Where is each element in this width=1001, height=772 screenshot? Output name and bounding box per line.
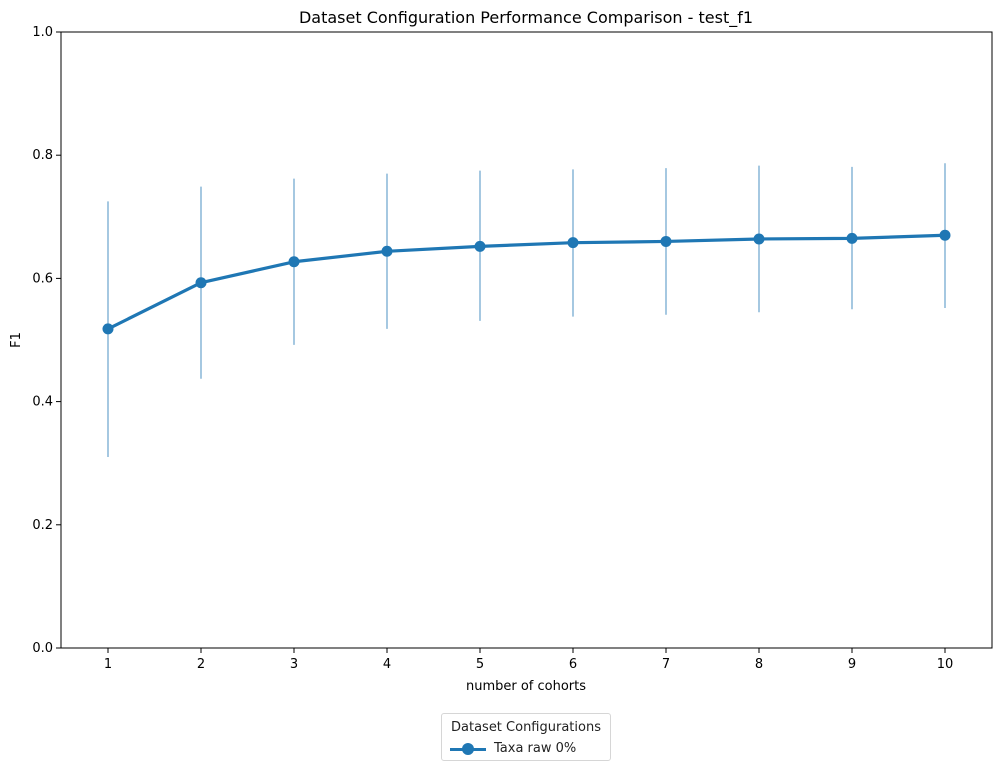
data-point	[195, 277, 207, 289]
data-point	[939, 229, 951, 241]
series-group	[102, 229, 951, 335]
legend: Dataset Configurations Taxa raw 0%	[441, 713, 611, 761]
data-point	[660, 235, 672, 247]
y-tick-label: 0.0	[32, 641, 53, 656]
y-axis-label: F1	[9, 332, 24, 348]
data-point	[474, 240, 486, 252]
legend-entry: Taxa raw 0%	[450, 741, 576, 756]
x-tick-label: 5	[476, 657, 484, 672]
x-tick-label: 10	[937, 657, 954, 672]
y-tick-label: 1.0	[32, 25, 53, 40]
x-tick-label: 4	[383, 657, 391, 672]
x-axis: 1 2 3 4 5 6 7 8 9 10	[104, 648, 953, 672]
plot-area	[60, 31, 993, 649]
y-axis: 0.0 0.2 0.4 0.6 0.8 1.0	[32, 25, 61, 656]
legend-label: Taxa raw 0%	[494, 741, 577, 756]
x-tick-label: 1	[104, 657, 112, 672]
legend-swatch	[450, 742, 486, 756]
x-tick-label: 3	[290, 657, 298, 672]
data-point	[381, 245, 393, 257]
y-tick-label: 0.8	[32, 148, 53, 163]
y-tick-label: 0.2	[32, 518, 53, 533]
x-axis-label: number of cohorts	[466, 679, 586, 694]
x-tick-label: 2	[197, 657, 205, 672]
data-point	[102, 323, 114, 335]
data-point	[753, 233, 765, 245]
y-tick-label: 0.6	[32, 271, 53, 286]
legend-title: Dataset Configurations	[451, 720, 601, 735]
x-tick-label: 8	[755, 657, 763, 672]
data-point	[846, 232, 858, 244]
x-tick-label: 9	[848, 657, 856, 672]
chart-title: Dataset Configuration Performance Compar…	[299, 8, 753, 28]
x-tick-label: 7	[662, 657, 670, 672]
error-bars	[107, 163, 946, 458]
series-line	[106, 233, 947, 331]
data-point	[567, 237, 579, 249]
x-tick-label: 6	[569, 657, 577, 672]
data-point	[288, 256, 300, 268]
y-tick-label: 0.4	[32, 395, 53, 410]
